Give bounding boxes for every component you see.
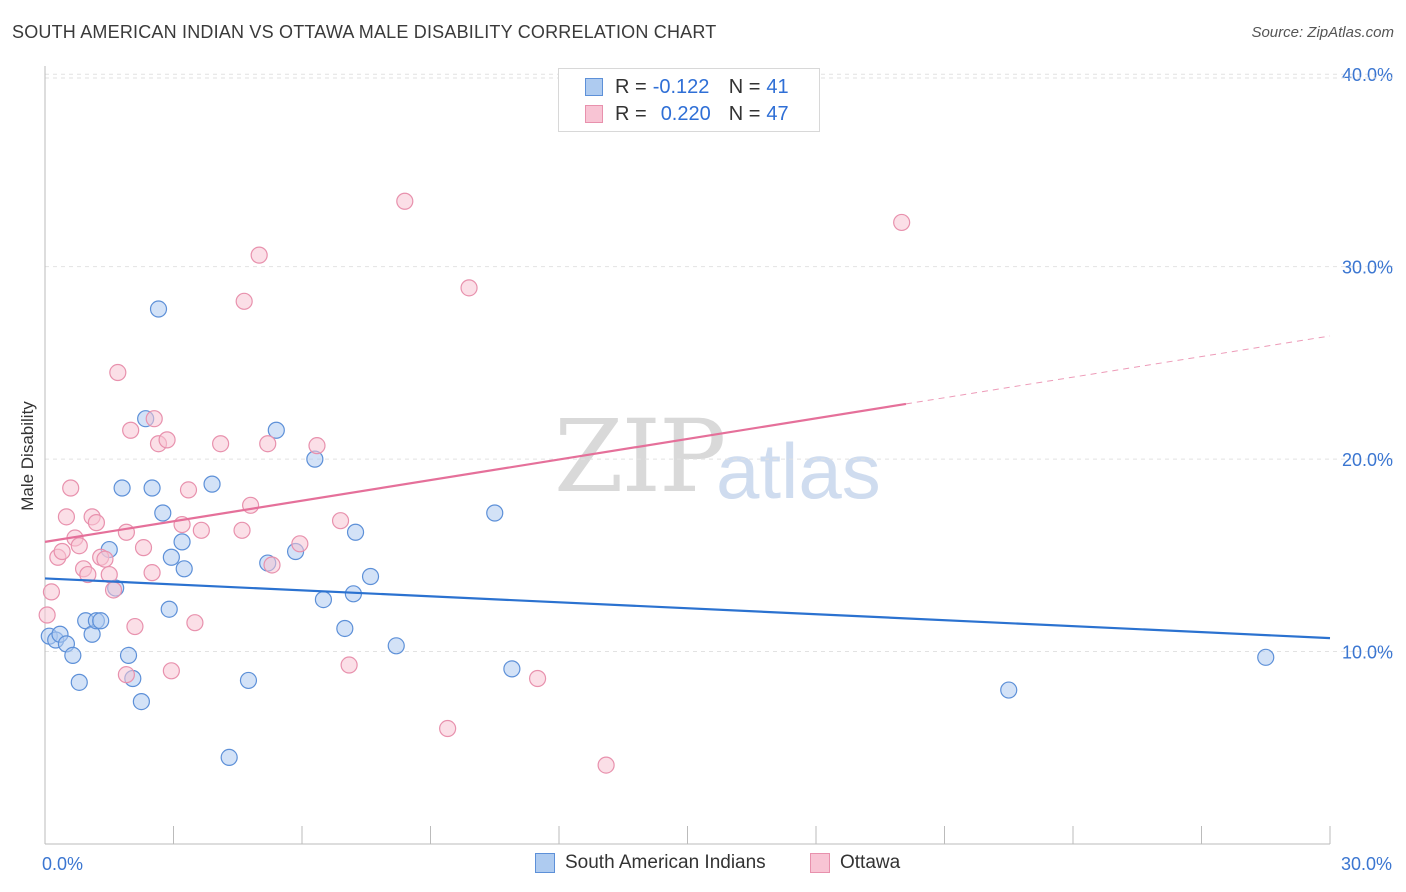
blue-data-point (149, 300, 168, 318)
x-tick-label: 0.0% (42, 854, 83, 874)
legend-r-label: R = (615, 75, 647, 98)
legend-swatch-blue (585, 78, 603, 96)
pink-data-point (186, 614, 204, 632)
pink-data-point (331, 512, 350, 530)
legend-row-south-american-indians: R = -0.122 N = 41 (585, 75, 789, 99)
pink-data-point (87, 514, 106, 532)
blue-trend-line (44, 577, 1331, 640)
legend-n-label: N = (728, 75, 761, 98)
pink-data-point (340, 656, 358, 674)
blue-data-point (239, 671, 258, 690)
pink-data-point (42, 583, 61, 601)
pink-data-point (117, 523, 135, 541)
blue-data-point (173, 533, 191, 551)
pink-data-point (96, 550, 114, 568)
blue-data-point (220, 748, 238, 767)
pink-data-point (57, 508, 76, 526)
pink-data-point (250, 246, 268, 264)
watermark-atlas: atlas (716, 427, 881, 515)
pink-data-point (263, 556, 281, 574)
legend-swatch-pink (585, 105, 603, 123)
pink-data-point (38, 606, 56, 624)
pink-data-point (126, 617, 144, 636)
pink-data-point (233, 521, 251, 539)
pink-data-point (212, 435, 230, 453)
correlation-legend: R = -0.122 N = 41 R = 0.220 N = 47 (558, 68, 820, 132)
legend-swatch-blue (535, 853, 555, 873)
legend-swatch-pink (810, 853, 830, 873)
blue-data-point (1257, 648, 1275, 666)
y-axis-label: Male Disability (18, 401, 37, 511)
blue-data-point (336, 619, 354, 638)
pink-data-point (235, 292, 253, 310)
pink-data-point (528, 669, 547, 688)
legend-n-value: 41 (766, 75, 789, 98)
pink-data-point (192, 521, 210, 539)
y-tick-label: 20.0% (1342, 450, 1393, 470)
bottom-legend-south-american-indians: South American Indians (535, 852, 766, 874)
pink-trend-extension (905, 335, 1331, 405)
pink-data-point (158, 431, 176, 449)
pink-data-point (104, 581, 123, 599)
y-tick-label: 10.0% (1342, 643, 1393, 663)
legend-n-label: N = (728, 102, 761, 125)
pink-data-point (62, 479, 80, 497)
blue-data-point (132, 692, 150, 711)
pink-data-point (162, 662, 180, 680)
pink-data-point (893, 213, 911, 232)
legend-r-value: -0.122 (652, 75, 710, 98)
blue-data-point (203, 475, 221, 493)
blue-data-point (92, 612, 110, 630)
blue-data-point (346, 523, 365, 541)
blue-data-point (162, 548, 180, 566)
blue-data-point (267, 421, 285, 439)
pink-data-point (117, 666, 135, 684)
blue-data-point (160, 600, 178, 618)
legend-r-value: 0.220 (660, 102, 711, 125)
pink-data-point (396, 192, 414, 210)
blue-data-point (175, 560, 193, 578)
blue-data-point (503, 660, 521, 678)
blue-data-point (387, 637, 405, 655)
pink-data-point (70, 537, 88, 555)
blue-data-point (113, 479, 131, 497)
pink-data-point (145, 410, 163, 428)
legend-row-ottawa: R = 0.220 N = 47 (585, 102, 789, 126)
legend-series-name: Ottawa (840, 852, 901, 873)
blue-data-point (486, 504, 504, 522)
legend-r-label: R = (615, 102, 647, 125)
blue-data-point (143, 479, 161, 497)
legend-series-name: South American Indians (565, 852, 766, 873)
y-tick-label: 30.0% (1342, 258, 1393, 278)
blue-data-point (361, 567, 380, 586)
pink-data-point (179, 481, 198, 499)
pink-data-point (291, 535, 309, 553)
pink-data-point (134, 539, 153, 557)
pink-data-point (53, 542, 71, 561)
blue-data-point (64, 646, 82, 665)
blue-data-point (154, 504, 172, 522)
pink-data-point (439, 719, 457, 738)
blue-data-point (70, 673, 88, 691)
pink-data-point (597, 756, 615, 774)
y-tick-label: 40.0% (1342, 65, 1393, 85)
legend-n-value: 47 (766, 102, 789, 125)
pink-trend-line (44, 402, 907, 543)
blue-data-point (314, 591, 333, 609)
pink-data-point (122, 421, 140, 439)
x-tick-label: 30.0% (1341, 854, 1392, 874)
pink-data-point (460, 279, 478, 297)
pink-data-point (109, 363, 127, 382)
pink-data-point (259, 435, 277, 453)
chart-title: SOUTH AMERICAN INDIAN VS OTTAWA MALE DIS… (12, 22, 717, 42)
pink-data-point (143, 564, 161, 582)
pink-data-point (308, 437, 326, 455)
source-credit: Source: ZipAtlas.com (1251, 24, 1394, 41)
blue-data-point (119, 646, 138, 665)
blue-data-point (1000, 681, 1018, 699)
bottom-legend-ottawa: Ottawa (810, 852, 900, 874)
pink-data-point (79, 565, 97, 584)
